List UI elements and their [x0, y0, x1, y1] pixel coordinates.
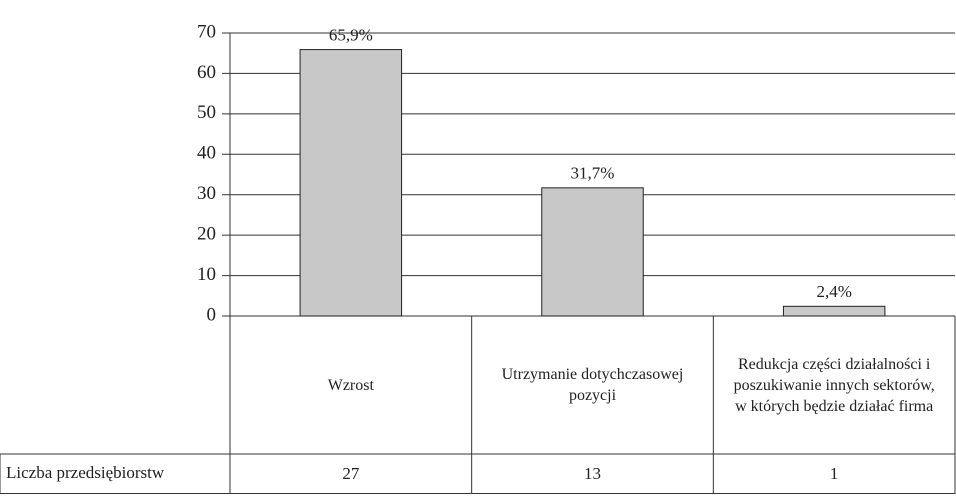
y-tick-label: 50 — [197, 102, 216, 123]
bar — [782, 305, 886, 317]
value-label: 31,7% — [571, 164, 615, 183]
bar — [299, 49, 403, 317]
x-tick-label: Redukcja części działalności i poszukiwa… — [733, 355, 935, 415]
table-value: 27 — [342, 464, 360, 483]
table-value: 1 — [830, 464, 839, 483]
value-label: 2,4% — [816, 282, 851, 301]
table-row-label: Liczba przedsiębiorstw — [6, 463, 165, 482]
y-tick-label: 40 — [197, 143, 216, 164]
y-tick-label: 20 — [197, 224, 216, 245]
y-tick-label: 70 — [197, 21, 216, 42]
y-tick-label: 30 — [197, 183, 216, 204]
bar — [541, 187, 644, 317]
x-tick-label: Utrzymanie dotychczasowej pozycji — [501, 366, 684, 404]
value-label: 65,9% — [329, 25, 373, 44]
category-cell: Redukcja części działalności i poszukiwa… — [733, 355, 935, 415]
y-tick-label: 10 — [197, 264, 216, 285]
table-value: 13 — [584, 464, 601, 483]
category-cell: Wzrost — [327, 376, 374, 394]
x-tick-label: Wzrost — [327, 376, 374, 394]
y-tick-label: 0 — [207, 304, 217, 325]
category-cell: Utrzymanie dotychczasowej pozycji — [501, 366, 684, 404]
y-tick-label: 60 — [197, 62, 216, 83]
